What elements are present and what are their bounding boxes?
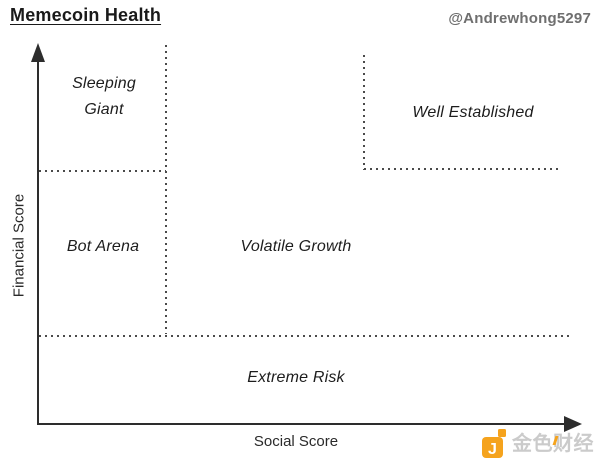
svg-text:J: J bbox=[488, 441, 497, 458]
y-axis-arrow-icon bbox=[31, 43, 45, 62]
x-axis-line bbox=[37, 423, 569, 425]
dotted-divider-left-vertical bbox=[165, 45, 167, 334]
page-title: Memecoin Health bbox=[10, 5, 162, 25]
y-axis-line bbox=[37, 56, 39, 424]
golden-finance-logo-icon: J bbox=[482, 429, 506, 458]
region-label-extreme-risk: Extreme Risk bbox=[247, 369, 345, 386]
region-label-bot-arena: Bot Arena bbox=[66, 238, 140, 255]
x-axis-label: Social Score bbox=[253, 433, 339, 450]
dotted-divider-well-established-left bbox=[363, 55, 365, 170]
x-axis-arrow-icon bbox=[564, 416, 582, 432]
watermark: J 金色财经 bbox=[482, 429, 594, 458]
region-label-well-established: Well Established bbox=[412, 104, 534, 121]
author-handle: @Andrewhong5297 bbox=[448, 10, 591, 27]
region-label-volatile-growth: Volatile Growth bbox=[240, 238, 352, 255]
region-label-sleeping-giant: Sleeping Giant bbox=[72, 75, 136, 118]
dotted-divider-extreme-risk-top bbox=[39, 335, 569, 337]
dotted-divider-sleeping-giant-bottom bbox=[39, 170, 166, 172]
y-axis-label: Financial Score bbox=[10, 193, 28, 298]
dotted-divider-well-established-bottom bbox=[364, 168, 561, 170]
